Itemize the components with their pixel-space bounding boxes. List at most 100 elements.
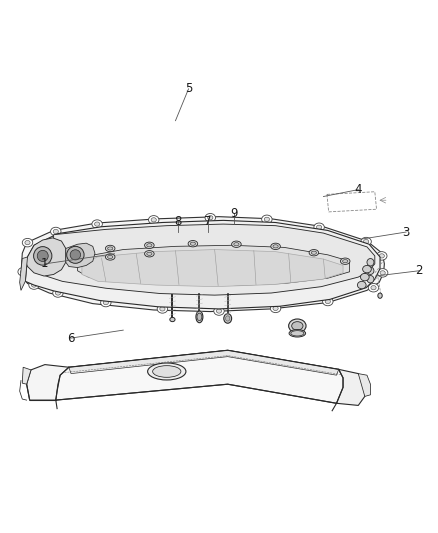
- Ellipse shape: [270, 304, 281, 313]
- Ellipse shape: [311, 251, 317, 254]
- Ellipse shape: [367, 259, 374, 266]
- Ellipse shape: [371, 286, 376, 290]
- Ellipse shape: [148, 363, 186, 380]
- Ellipse shape: [214, 307, 224, 316]
- Ellipse shape: [379, 254, 385, 258]
- Ellipse shape: [50, 227, 61, 236]
- Ellipse shape: [340, 258, 350, 264]
- Ellipse shape: [34, 247, 52, 265]
- Ellipse shape: [75, 258, 85, 264]
- Ellipse shape: [232, 241, 241, 247]
- Ellipse shape: [92, 220, 102, 228]
- Ellipse shape: [325, 300, 330, 304]
- Ellipse shape: [317, 225, 322, 229]
- Ellipse shape: [224, 314, 232, 323]
- Ellipse shape: [148, 216, 159, 224]
- Polygon shape: [27, 365, 69, 400]
- Ellipse shape: [70, 250, 81, 260]
- Text: 6: 6: [67, 332, 75, 344]
- Ellipse shape: [234, 243, 239, 246]
- Ellipse shape: [292, 321, 303, 330]
- Ellipse shape: [22, 238, 33, 247]
- Ellipse shape: [147, 244, 152, 247]
- Ellipse shape: [264, 217, 269, 221]
- Ellipse shape: [53, 229, 58, 233]
- Text: 9: 9: [230, 207, 238, 220]
- Ellipse shape: [322, 297, 333, 306]
- Text: 5: 5: [185, 83, 192, 95]
- Ellipse shape: [95, 222, 100, 226]
- Polygon shape: [82, 249, 343, 287]
- Polygon shape: [21, 216, 385, 312]
- Ellipse shape: [108, 255, 113, 259]
- Ellipse shape: [314, 223, 324, 231]
- Ellipse shape: [157, 305, 168, 313]
- Ellipse shape: [32, 283, 37, 287]
- Polygon shape: [358, 374, 371, 397]
- Ellipse shape: [103, 301, 109, 305]
- Text: 2: 2: [416, 264, 423, 277]
- Ellipse shape: [196, 311, 203, 322]
- Ellipse shape: [289, 329, 306, 337]
- Ellipse shape: [190, 242, 195, 245]
- Ellipse shape: [145, 242, 154, 248]
- Text: 4: 4: [354, 183, 362, 196]
- Ellipse shape: [367, 267, 374, 274]
- Ellipse shape: [67, 246, 84, 263]
- Polygon shape: [69, 350, 339, 375]
- Ellipse shape: [21, 270, 26, 274]
- Ellipse shape: [363, 265, 371, 273]
- Text: 1: 1: [41, 257, 49, 270]
- Text: 3: 3: [403, 225, 410, 239]
- Ellipse shape: [151, 217, 156, 222]
- Ellipse shape: [289, 319, 306, 333]
- Ellipse shape: [226, 316, 230, 321]
- Ellipse shape: [108, 247, 113, 250]
- Ellipse shape: [273, 306, 278, 311]
- Ellipse shape: [152, 366, 181, 377]
- Ellipse shape: [216, 309, 222, 313]
- Ellipse shape: [368, 284, 379, 292]
- Ellipse shape: [378, 293, 382, 298]
- Polygon shape: [336, 369, 367, 406]
- Polygon shape: [22, 367, 31, 384]
- Ellipse shape: [29, 281, 39, 289]
- Ellipse shape: [271, 243, 280, 249]
- Ellipse shape: [291, 330, 304, 336]
- Ellipse shape: [361, 237, 371, 246]
- Ellipse shape: [75, 251, 80, 254]
- Ellipse shape: [147, 252, 152, 255]
- Ellipse shape: [145, 251, 154, 257]
- Polygon shape: [36, 224, 375, 295]
- Polygon shape: [20, 257, 28, 290]
- Text: 8: 8: [174, 215, 181, 228]
- Ellipse shape: [77, 260, 82, 263]
- Ellipse shape: [53, 289, 63, 297]
- Ellipse shape: [18, 268, 28, 276]
- Ellipse shape: [380, 271, 385, 275]
- Polygon shape: [25, 220, 380, 309]
- Ellipse shape: [106, 254, 115, 260]
- Ellipse shape: [37, 251, 48, 262]
- Ellipse shape: [170, 317, 175, 321]
- Ellipse shape: [367, 276, 374, 283]
- Ellipse shape: [261, 215, 272, 223]
- Ellipse shape: [357, 281, 366, 289]
- Ellipse shape: [364, 239, 369, 244]
- Ellipse shape: [101, 298, 111, 307]
- Polygon shape: [78, 245, 350, 286]
- Ellipse shape: [378, 269, 388, 277]
- Ellipse shape: [377, 252, 387, 260]
- Ellipse shape: [106, 245, 115, 252]
- Ellipse shape: [160, 307, 165, 311]
- Ellipse shape: [73, 249, 82, 256]
- Ellipse shape: [197, 313, 202, 320]
- Polygon shape: [25, 238, 66, 276]
- Ellipse shape: [188, 240, 198, 247]
- Ellipse shape: [309, 249, 319, 256]
- Ellipse shape: [273, 245, 278, 248]
- Ellipse shape: [208, 216, 213, 220]
- Ellipse shape: [360, 273, 369, 281]
- Ellipse shape: [205, 214, 215, 222]
- Polygon shape: [66, 243, 95, 268]
